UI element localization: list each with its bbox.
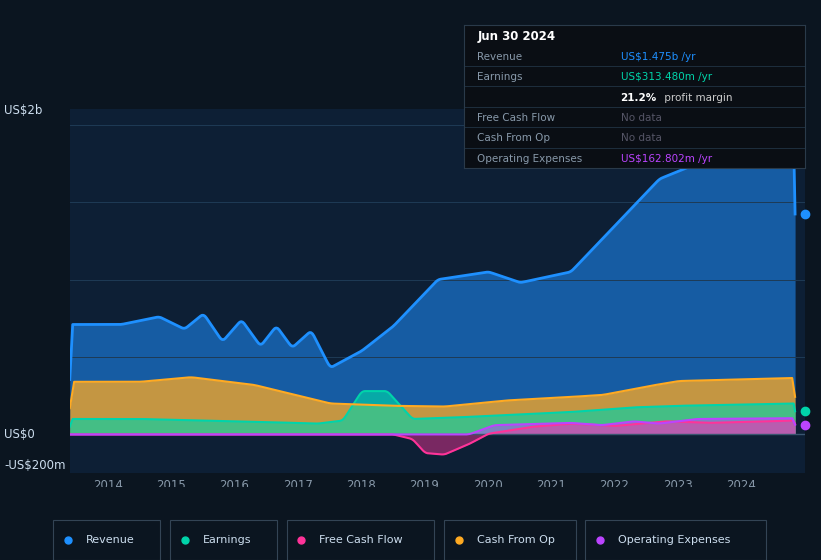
Text: Revenue: Revenue	[86, 535, 135, 545]
Text: No data: No data	[621, 113, 662, 123]
Text: Operating Expenses: Operating Expenses	[478, 154, 583, 164]
Text: US$2b: US$2b	[4, 104, 43, 117]
Text: Free Cash Flow: Free Cash Flow	[319, 535, 403, 545]
Text: Revenue: Revenue	[478, 52, 523, 62]
Text: 21.2%: 21.2%	[621, 92, 657, 102]
Text: Jun 30 2024: Jun 30 2024	[478, 30, 556, 43]
Text: Cash From Op: Cash From Op	[477, 535, 555, 545]
Text: Earnings: Earnings	[203, 535, 251, 545]
Text: US$313.480m /yr: US$313.480m /yr	[621, 72, 712, 82]
Text: -US$200m: -US$200m	[4, 459, 66, 472]
Text: US$0: US$0	[4, 428, 34, 441]
Text: US$1.475b /yr: US$1.475b /yr	[621, 52, 695, 62]
Text: US$162.802m /yr: US$162.802m /yr	[621, 154, 712, 164]
Text: profit margin: profit margin	[662, 92, 733, 102]
Text: Earnings: Earnings	[478, 72, 523, 82]
Text: Cash From Op: Cash From Op	[478, 133, 551, 143]
Text: Operating Expenses: Operating Expenses	[618, 535, 731, 545]
Text: No data: No data	[621, 133, 662, 143]
Text: Free Cash Flow: Free Cash Flow	[478, 113, 556, 123]
